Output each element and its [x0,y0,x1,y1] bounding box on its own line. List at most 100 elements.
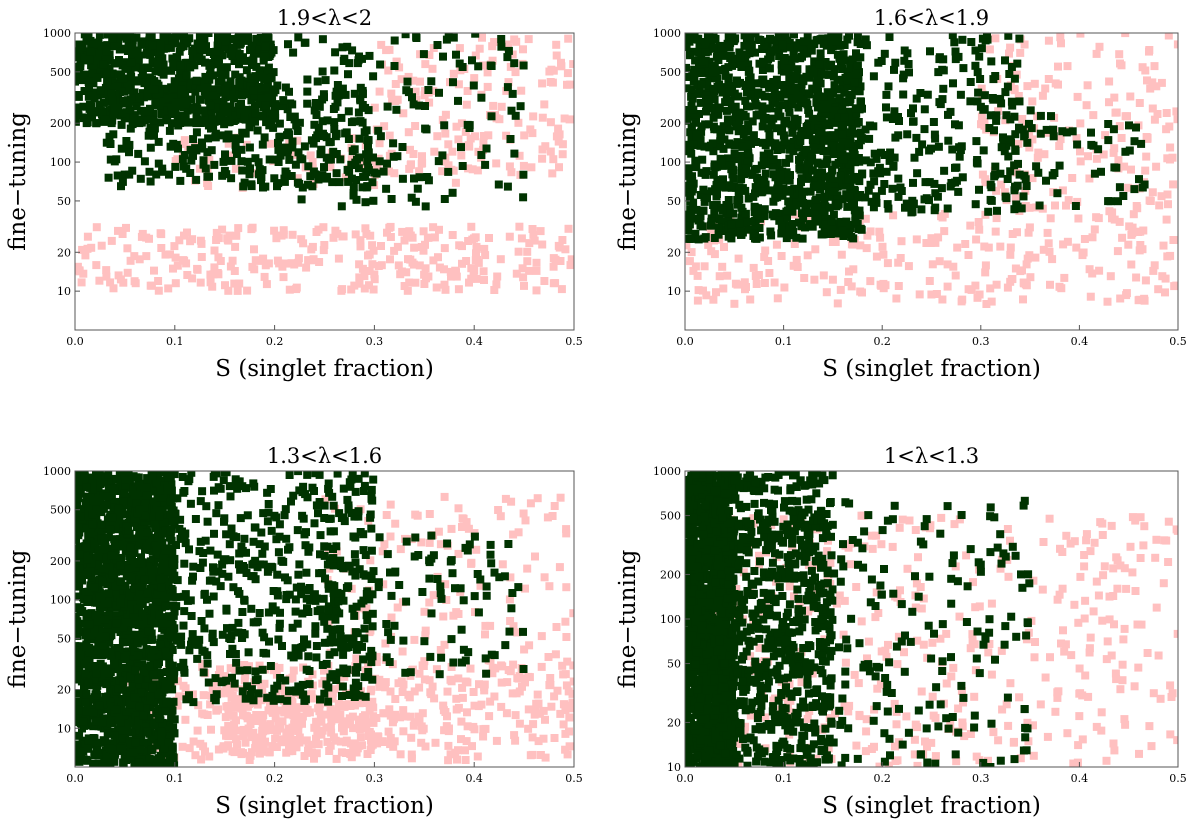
point-dark [243,157,252,166]
point-dark [828,165,837,174]
point-dark [702,167,711,176]
point-light [515,719,524,728]
point-dark [158,110,166,119]
point-light [325,564,334,573]
point-dark [744,136,753,145]
point-dark [125,106,134,115]
point-light [339,232,348,241]
point-dark [156,118,165,127]
point-light [415,261,424,270]
point-light [468,742,476,751]
point-dark [858,104,866,113]
point-dark [85,100,94,109]
point-dark [176,43,185,52]
point-light [272,743,281,751]
point-dark [122,33,131,40]
point-dark [192,175,201,184]
point-dark [861,125,870,134]
point-dark [768,161,777,170]
point-light [521,516,530,525]
point-dark [1011,146,1020,155]
point-light [552,623,561,631]
point-dark [207,146,216,155]
point-light [224,703,233,712]
point-dark [713,190,721,198]
point-dark [821,104,829,113]
point-light [312,228,321,236]
point-light [987,297,996,306]
point-dark [444,167,453,176]
point-light [386,500,395,509]
point-dark [796,137,805,146]
point-dark [935,53,944,62]
point-dark [826,96,835,104]
point-dark [200,78,209,87]
point-dark [856,82,865,91]
point-dark [79,102,88,111]
point-dark [182,71,191,80]
point-dark [869,72,878,81]
point-light [1008,275,1017,283]
y-tick-label: 500 [660,66,681,79]
point-light [352,654,361,663]
point-dark [874,58,883,67]
point-light [894,258,903,267]
point-light [1115,122,1124,131]
point-dark [306,172,315,181]
point-light [310,723,319,732]
point-dark [311,99,320,107]
point-light [447,524,456,533]
point-dark [972,137,981,146]
point-dark [685,116,692,125]
point-dark [734,187,743,196]
point-light [1126,92,1135,101]
point-dark [137,64,146,73]
point-light [375,139,384,148]
point-dark [320,163,328,172]
point-dark [98,109,107,118]
point-light [231,242,240,251]
point-dark [338,43,347,52]
point-dark [685,73,692,81]
point-dark [956,146,965,154]
point-light [699,286,707,295]
point-light [472,249,480,258]
point-light [515,222,524,231]
point-dark [752,111,761,120]
point-light [206,700,215,709]
point-dark [888,115,897,123]
point-dark [226,77,235,86]
point-dark [519,61,528,70]
point-dark [736,226,745,235]
point-dark [929,118,938,126]
point-light [949,262,958,271]
point-light [446,267,455,276]
point-dark [349,191,358,200]
point-dark [110,42,119,51]
point-light [541,142,550,151]
point-dark [332,150,341,158]
point-dark [183,85,192,94]
point-light [1028,97,1037,106]
point-dark [971,61,980,70]
y-tick-label: 20 [667,246,681,259]
point-light [981,178,990,187]
point-dark [735,183,744,192]
point-light [1095,266,1104,275]
point-dark [75,62,82,71]
point-light [304,746,313,755]
point-dark [228,111,237,120]
point-light [92,223,101,232]
point-dark [948,145,957,154]
point-dark [959,64,968,73]
point-dark [1071,202,1080,210]
point-dark [947,179,956,187]
point-light [555,163,563,172]
point-dark [717,182,725,191]
point-dark [743,102,751,111]
point-dark [839,56,848,65]
point-light [466,664,475,673]
point-dark [154,137,163,146]
point-dark [303,87,312,96]
point-dark [117,182,125,191]
